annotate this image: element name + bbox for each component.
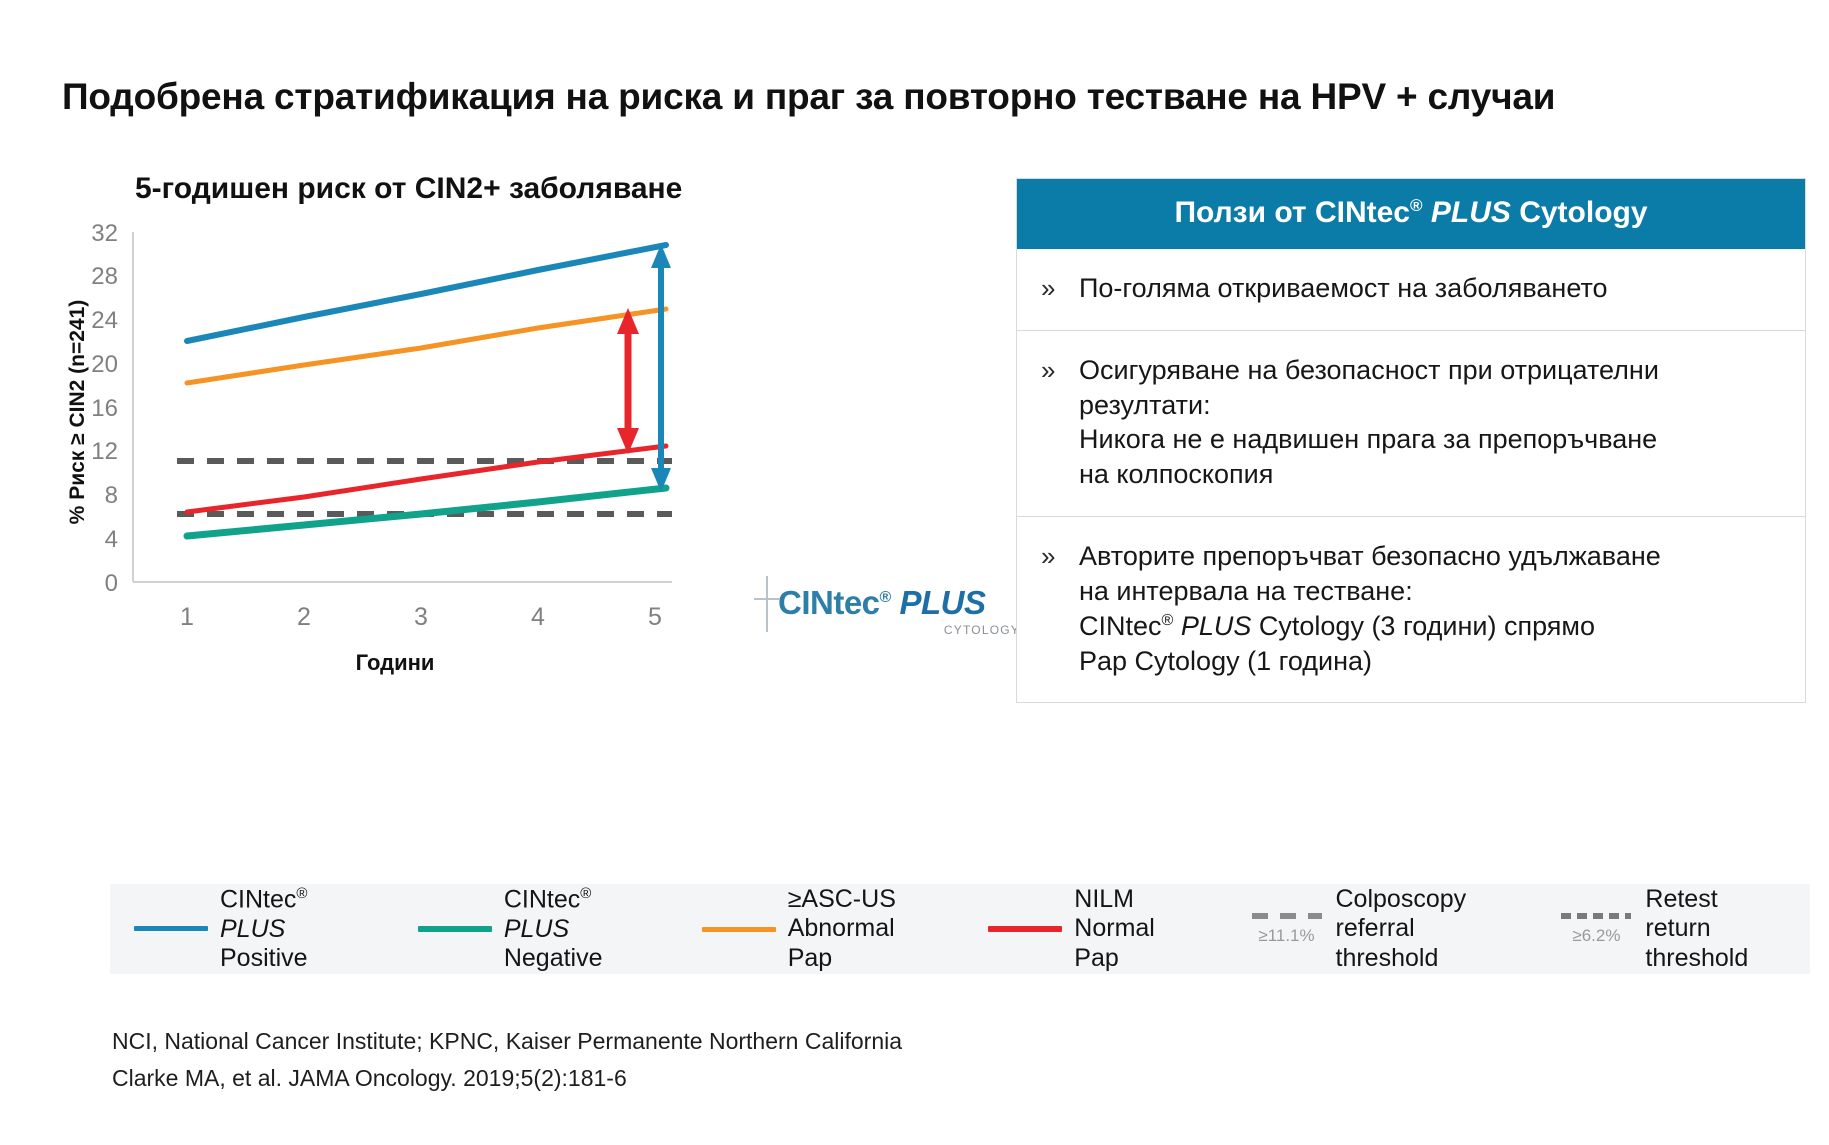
legend-0-brand: CINtec bbox=[220, 885, 297, 914]
y-tick-8: 8 bbox=[105, 482, 118, 509]
legend-label-cintec-plus-negative: CINtec® PLUS Negative bbox=[504, 885, 654, 973]
legend-1-registered-icon: ® bbox=[580, 884, 592, 902]
legend-swatch-asc-us bbox=[701, 926, 776, 932]
y-tick-20: 20 bbox=[91, 351, 118, 378]
legend-0-line2: Positive bbox=[220, 943, 308, 972]
pap-cytology-range-arrow bbox=[617, 308, 639, 454]
legend-label-colposcopy-referral-threshold: Colposcopy referral threshold bbox=[1336, 885, 1514, 973]
legend-3-line2: Normal Pap bbox=[1074, 914, 1155, 972]
chart-panel: 5-годишен риск от CIN2+ заболяване % Рис… bbox=[20, 150, 1019, 850]
benefit-item-1: » По-голяма откриваемост на заболяването bbox=[1017, 249, 1805, 331]
benefits-header-plus: PLUS bbox=[1430, 196, 1511, 229]
x-tick-5: 5 bbox=[648, 603, 662, 631]
cintec-plus-range-arrow bbox=[651, 244, 671, 492]
chart-x-axis-title: Години bbox=[355, 650, 435, 675]
cintec-logo-cross-horizontal bbox=[754, 598, 780, 600]
series-line-asc-us-abnormal-pap bbox=[184, 306, 669, 386]
dashed-line-icon bbox=[1561, 913, 1632, 919]
x-tick-1: 1 bbox=[180, 603, 194, 631]
y-tick-24: 24 bbox=[91, 307, 118, 334]
chart-title: 5-годишен риск от CIN2+ заболяване bbox=[135, 172, 683, 205]
legend-label-cintec-plus-positive: CINtec® PLUS Positive bbox=[220, 885, 370, 973]
benefit-item-3-registered-icon: ® bbox=[1161, 611, 1174, 629]
legend-1-brand: CINtec bbox=[503, 885, 581, 914]
series-line-nilm-normal-pap bbox=[184, 443, 669, 515]
benefits-panel: Ползи от CINtec® PLUS Cytology » По-голя… bbox=[1016, 178, 1806, 704]
benefit-item-2-text: Осигуряване на безопасност при отрицател… bbox=[1079, 354, 1659, 490]
legend-label-nilm-normal-pap: NILM Normal Pap bbox=[1074, 885, 1197, 973]
y-tick-32: 32 bbox=[91, 220, 118, 247]
benefits-header-suffix: Cytology bbox=[1510, 196, 1648, 229]
legend-2-line1: ≥ASC-US bbox=[787, 885, 896, 914]
benefit-item-3-text: Авторите препоръчват безопасно удължаван… bbox=[1079, 539, 1661, 678]
chart-legend: CINtec® PLUS Positive CINtec® PLUS Negativ… bbox=[110, 884, 1810, 974]
benefits-header-brand: CINtec bbox=[1314, 196, 1410, 229]
x-tick-2: 2 bbox=[297, 603, 311, 631]
legend-5-threshold-value: ≥6.2% bbox=[1572, 926, 1621, 945]
benefits-header-prefix: Ползи от bbox=[1174, 196, 1315, 229]
legend-4-line1: Colposcopy bbox=[1335, 885, 1467, 914]
legend-1-line2: Negative bbox=[503, 943, 603, 972]
legend-item-cintec-plus-positive: CINtec® PLUS Positive bbox=[134, 885, 370, 973]
legend-item-colposcopy-referral-threshold: ≥11.1% Colposcopy referral threshold bbox=[1250, 885, 1514, 973]
benefit-item-3: » Авторите препоръчват безопасно удължав… bbox=[1017, 517, 1805, 702]
chevron-double-right-icon: » bbox=[1041, 354, 1056, 385]
chevron-double-right-icon: » bbox=[1041, 273, 1056, 303]
legend-label-asc-us-abnormal-pap: ≥ASC-US Abnormal Pap bbox=[788, 885, 937, 973]
legend-label-retest-return-threshold: Retest return threshold bbox=[1645, 885, 1810, 973]
benefit-item-1-text: По-голяма откриваемост на заболяването bbox=[1079, 273, 1608, 303]
y-tick-12: 12 bbox=[91, 438, 118, 465]
series-line-cintec-plus-negative bbox=[183, 484, 670, 540]
dashed-line-icon bbox=[1251, 913, 1322, 919]
benefit-item-3-post: Cytology (3 години) спрямо Pap Cytology … bbox=[1079, 610, 1595, 676]
series-line-cintec-plus-positive bbox=[184, 242, 669, 344]
page-title: Подобрена стратификация на риска и праг … bbox=[62, 76, 1556, 117]
cintec-logo-cross-vertical bbox=[766, 576, 768, 632]
benefits-header-registered-icon: ® bbox=[1409, 196, 1423, 215]
x-tick-3: 3 bbox=[414, 603, 428, 631]
legend-item-asc-us-abnormal-pap: ≥ASC-US Abnormal Pap bbox=[701, 885, 937, 973]
benefit-item-2: » Осигуряване на безопасност при отрицат… bbox=[1017, 331, 1805, 518]
benefit-item-3-plus: PLUS bbox=[1180, 610, 1252, 641]
y-tick-16: 16 bbox=[91, 395, 118, 422]
legend-2-line2: Abnormal Pap bbox=[787, 914, 895, 972]
footnote-line-2: Clarke MA, et al. JAMA Oncology. 2019;5(… bbox=[112, 1065, 627, 1092]
legend-5-line1: Retest bbox=[1645, 885, 1718, 914]
legend-swatch-colposcopy-threshold: ≥11.1% bbox=[1250, 912, 1324, 946]
legend-4-threshold-value: ≥11.1% bbox=[1258, 926, 1315, 945]
legend-4-line2: referral threshold bbox=[1335, 914, 1439, 972]
legend-1-plus: PLUS bbox=[503, 914, 570, 943]
legend-item-retest-return-threshold: ≥6.2% Retest return threshold bbox=[1559, 885, 1810, 973]
benefits-panel-header: Ползи от CINtec® PLUS Cytology bbox=[1017, 179, 1805, 249]
legend-swatch-retest-threshold: ≥6.2% bbox=[1559, 912, 1633, 946]
footnote-line-1: NCI, National Cancer Institute; KPNC, Ka… bbox=[112, 1028, 903, 1054]
cintec-logo-name: CINtec bbox=[778, 584, 880, 621]
y-tick-0: 0 bbox=[105, 570, 118, 597]
legend-item-cintec-plus-negative: CINtec® PLUS Negative bbox=[417, 885, 654, 973]
benefit-item-3-brand: CINtec bbox=[1079, 610, 1162, 641]
cintec-logo-subtitle: CYTOLOGY bbox=[943, 623, 1020, 637]
benefit-item-3-pre: Авторите препоръчват безопасно удължаван… bbox=[1079, 541, 1661, 606]
legend-0-registered-icon: ® bbox=[296, 884, 308, 902]
y-tick-4: 4 bbox=[105, 526, 118, 553]
legend-3-line1: NILM bbox=[1074, 885, 1135, 914]
legend-swatch-cintec-plus-positive bbox=[134, 926, 208, 932]
legend-swatch-nilm bbox=[988, 926, 1063, 932]
legend-0-plus: PLUS bbox=[220, 914, 286, 943]
legend-item-nilm-normal-pap: NILM Normal Pap bbox=[988, 885, 1197, 973]
y-tick-28: 28 bbox=[91, 263, 118, 290]
footnotes: NCI, National Cancer Institute; KPNC, Ka… bbox=[112, 1023, 902, 1098]
x-tick-4: 4 bbox=[531, 603, 545, 631]
risk-line-chart: 32 28 24 20 16 12 8 4 0 1 2 3 4 5 bbox=[91, 220, 672, 631]
chevron-double-right-icon: » bbox=[1041, 541, 1056, 572]
cintec-plus-logo: CINtec® PLUS CYTOLOGY bbox=[754, 576, 1028, 637]
cintec-logo-registered-icon: ® bbox=[879, 589, 892, 606]
legend-5-line2: return threshold bbox=[1645, 914, 1749, 972]
legend-swatch-cintec-plus-negative bbox=[417, 925, 492, 932]
cintec-logo-plus: PLUS bbox=[899, 584, 987, 621]
